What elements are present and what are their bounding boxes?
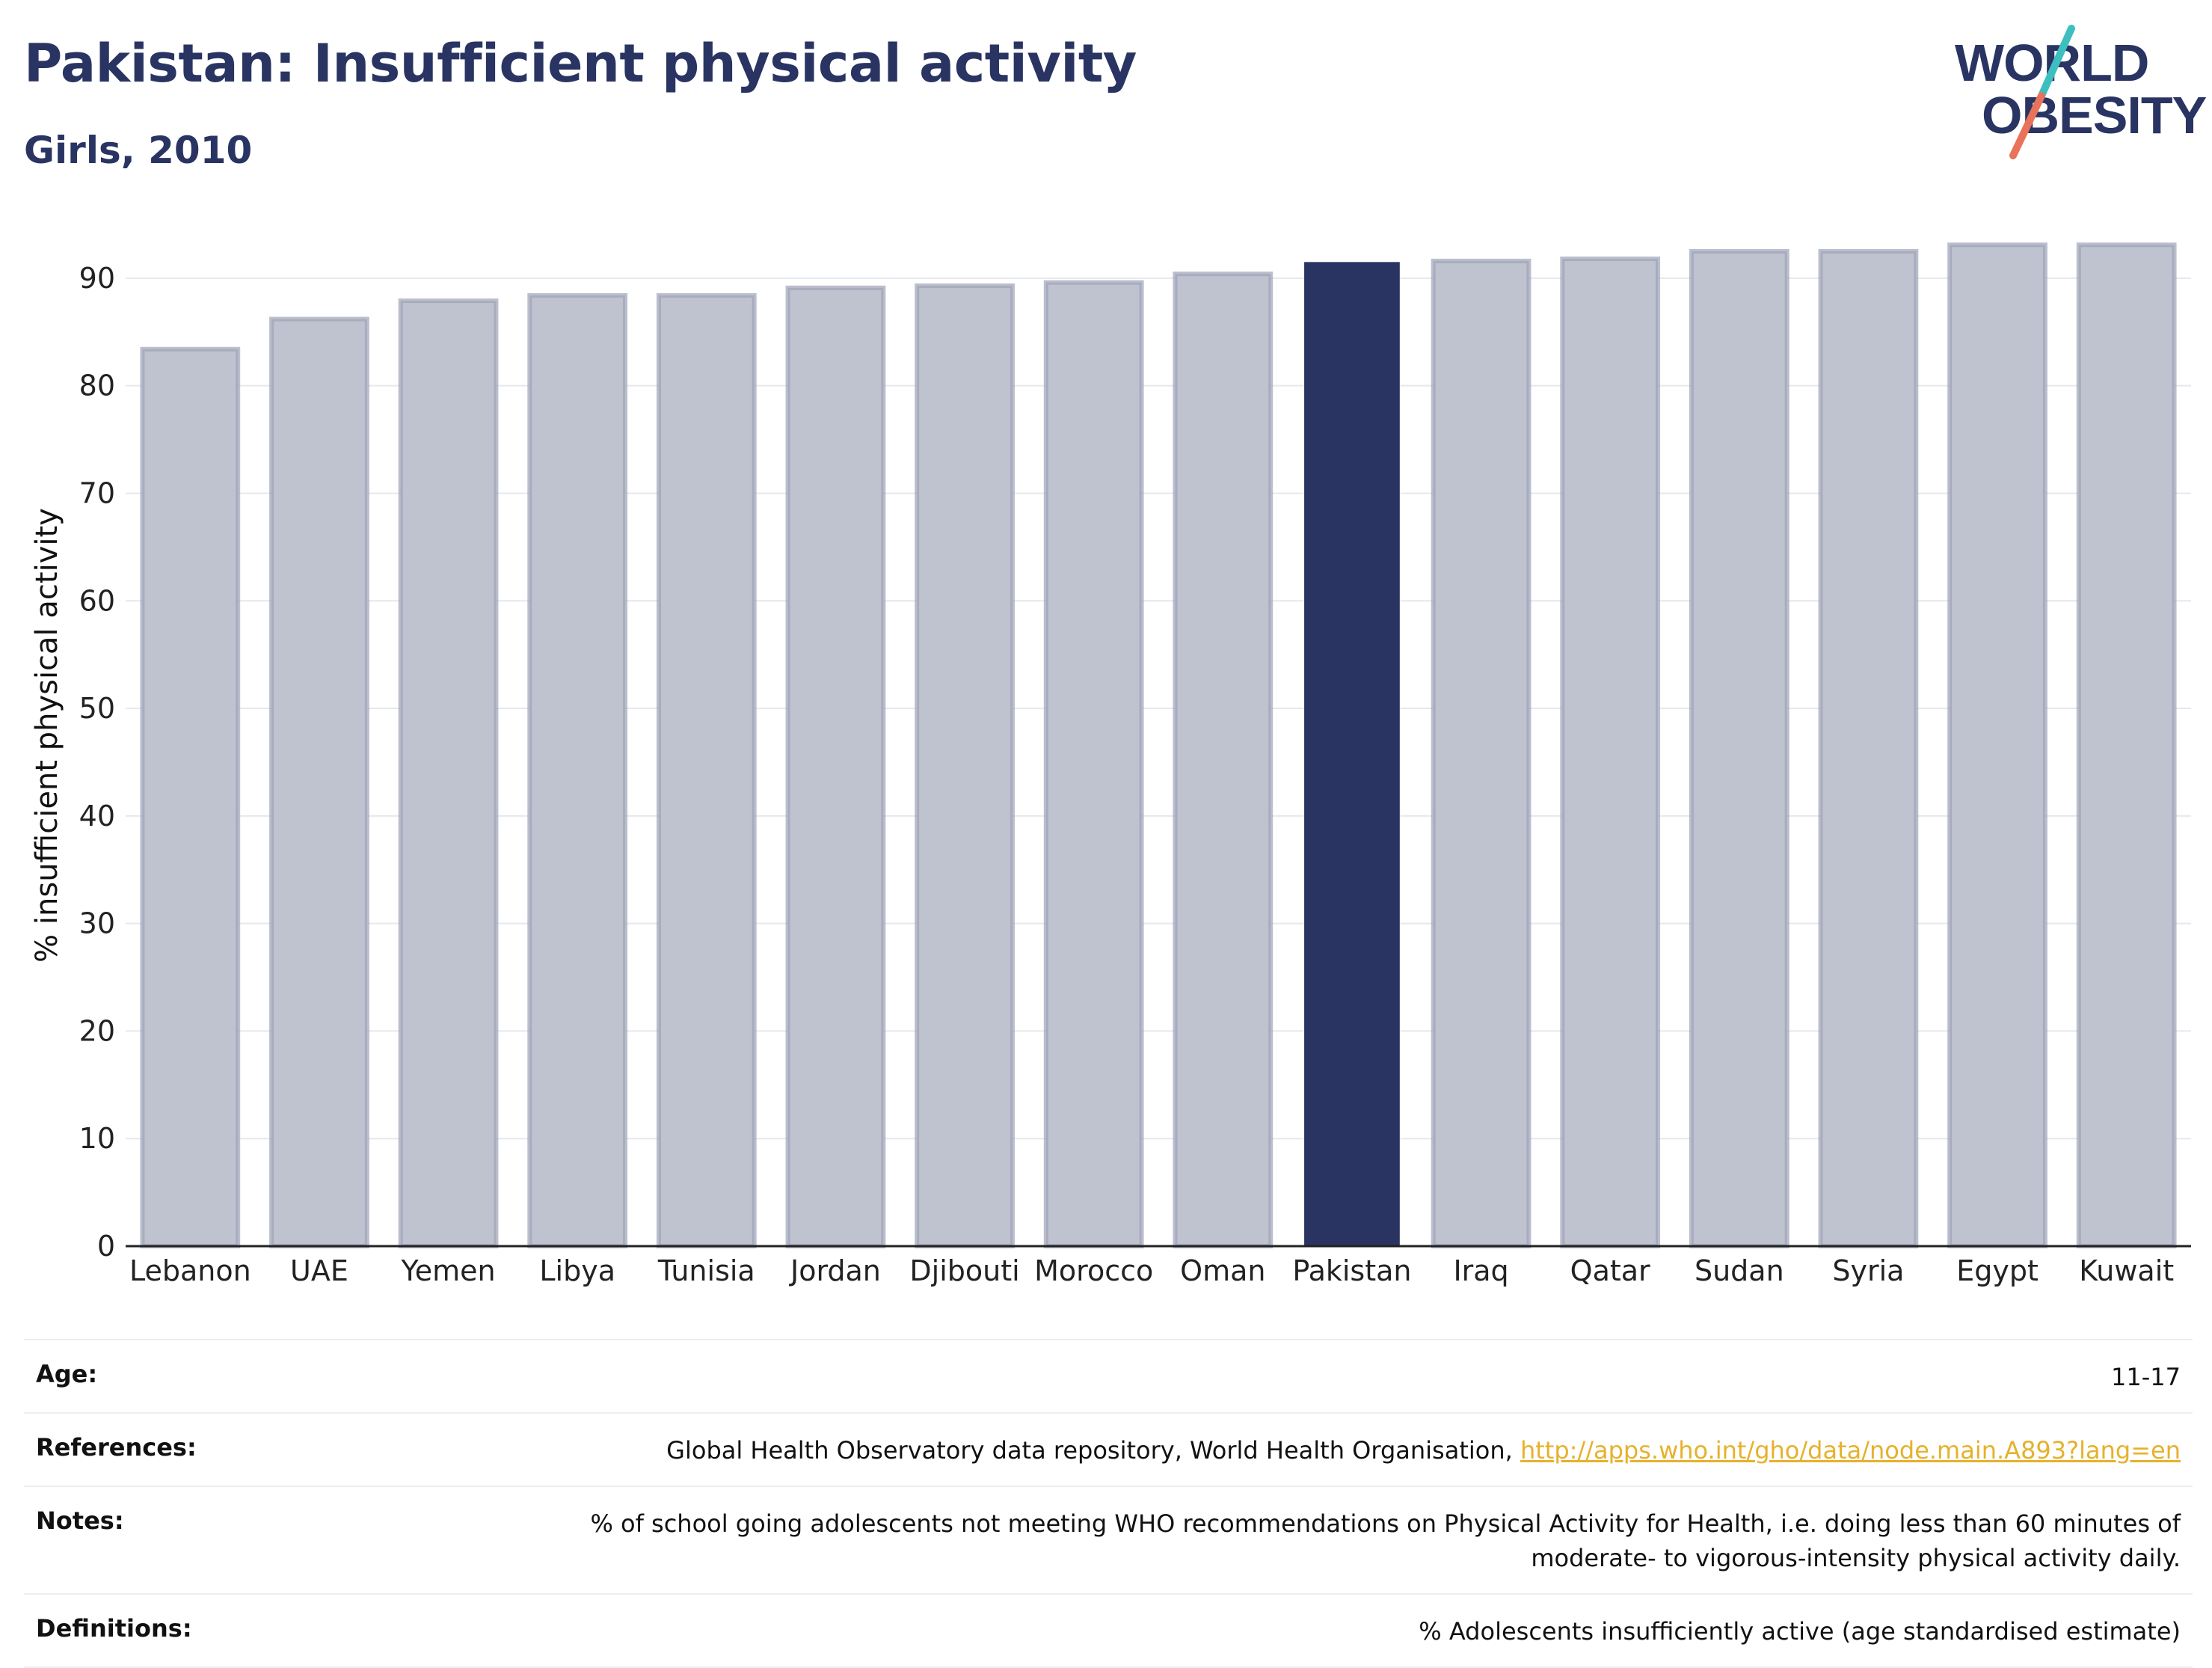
bar-jordan — [785, 285, 886, 1248]
x-tick-label: Libya — [539, 1254, 615, 1287]
references-label: References: — [36, 1433, 197, 1462]
y-tick-label: 60 — [79, 584, 115, 617]
bar-yemen — [398, 298, 499, 1248]
bar-djibouti — [915, 283, 1015, 1249]
info-row-references: References: Global Health Observatory da… — [24, 1414, 2193, 1487]
x-tick-label: Qatar — [1570, 1254, 1650, 1287]
x-tick-label: Kuwait — [2079, 1254, 2174, 1287]
bar-qatar — [1560, 257, 1661, 1249]
references-text: Global Health Observatory data repositor… — [666, 1436, 1520, 1465]
x-tick-label: Djibouti — [909, 1254, 1019, 1287]
bar-lebanon — [140, 346, 241, 1248]
x-tick-label: Jordan — [789, 1254, 881, 1287]
y-tick-label: 80 — [79, 370, 115, 402]
notes-label: Notes: — [36, 1506, 124, 1535]
x-tick-label: Egypt — [1956, 1254, 2039, 1287]
definitions-value: % Adolescents insufficiently active (age… — [1419, 1617, 2181, 1646]
x-tick-label: Lebanon — [129, 1254, 251, 1287]
references-value: Global Health Observatory data repositor… — [666, 1433, 2181, 1468]
y-tick-label: 20 — [79, 1014, 115, 1047]
age-label: Age: — [36, 1360, 98, 1388]
bar-libya — [527, 292, 628, 1249]
info-row-age: Age: 11-17 — [24, 1340, 2193, 1414]
bar-uae — [269, 316, 369, 1248]
bar-tunisia — [656, 292, 757, 1249]
bar-oman — [1173, 272, 1274, 1248]
bar-iraq — [1431, 258, 1531, 1248]
references-link[interactable]: http://apps.who.int/gho/data/node.main.A… — [1520, 1436, 2181, 1465]
bar-sudan — [1689, 248, 1789, 1248]
bar-kuwait — [2076, 242, 2177, 1249]
info-row-definitions: Definitions: % Adolescents insufficientl… — [24, 1595, 2193, 1668]
y-tick-label: 70 — [79, 476, 115, 509]
x-tick-label: Iraq — [1453, 1254, 1508, 1287]
y-tick-label: 10 — [79, 1122, 115, 1155]
x-tick-label: Syria — [1832, 1254, 1904, 1287]
bar-pakistan — [1304, 262, 1400, 1247]
y-tick-label: 90 — [79, 262, 115, 295]
bar-morocco — [1043, 280, 1144, 1248]
definitions-label: Definitions: — [36, 1614, 192, 1643]
chart-subtitle: Girls, 2010 — [24, 129, 253, 172]
logo-slash-coral — [2009, 92, 2045, 159]
world-obesity-logo: WORLD OBESITY — [1955, 25, 2206, 159]
x-tick-label: Morocco — [1034, 1254, 1153, 1287]
bar-egypt — [1947, 242, 2047, 1249]
y-axis-title: % insufficient physical activity — [30, 508, 64, 963]
x-tick-label: Sudan — [1695, 1254, 1784, 1287]
x-tick-label: Yemen — [401, 1254, 496, 1287]
chart-title: Pakistan: Insufficient physical activity — [24, 33, 1137, 94]
x-tick-label: Pakistan — [1292, 1254, 1411, 1287]
y-tick-label: 0 — [97, 1230, 115, 1263]
age-value: 11-17 — [2111, 1363, 2181, 1391]
y-tick-label: 30 — [79, 907, 115, 940]
y-tick-label: 40 — [79, 800, 115, 833]
logo-slash-teal — [2038, 25, 2075, 99]
x-tick-label: Tunisia — [657, 1254, 755, 1287]
x-tick-label: Oman — [1180, 1254, 1265, 1287]
x-tick-label: UAE — [290, 1254, 348, 1287]
info-table: Age: 11-17 References: Global Health Obs… — [24, 1339, 2193, 1668]
notes-value: % of school going adolescents not meetin… — [590, 1509, 2181, 1572]
y-tick-label: 50 — [79, 692, 115, 725]
bar-chart: 0 10 20 30 40 50 60 70 80 90 Lebanon UAE Yemen Libya T… — [30, 242, 2191, 1287]
info-row-notes: Notes: % of school going adolescents not… — [24, 1487, 2193, 1595]
bar-syria — [1818, 248, 1919, 1248]
